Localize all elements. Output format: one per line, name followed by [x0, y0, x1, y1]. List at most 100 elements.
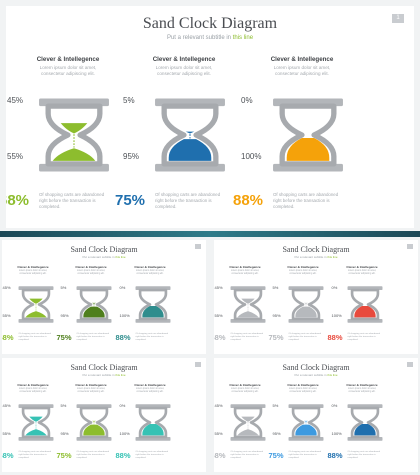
big-percentage: 75% [268, 333, 284, 342]
footnote-text: Of shopping carts are abandoned right be… [288, 451, 321, 460]
top-percentage: 5% [60, 403, 67, 408]
hourglass-icon [18, 404, 54, 441]
column-heading: Clever & Intellegence [346, 383, 378, 387]
column-description: Lorem ipsum dolor sit amet, consectetur … [273, 65, 331, 76]
big-percentage: 68% [2, 333, 14, 342]
column-heading: Clever & Intellegence [17, 265, 49, 269]
hourglass [134, 279, 172, 330]
hourglass [287, 279, 325, 330]
column-heading: Clever & Intellegence [270, 56, 334, 63]
hourglass-top-sand [185, 131, 195, 134]
diagram-column: Clever & Intellegence Lorem ipsum dolor s… [2, 240, 61, 354]
hourglass-bottom-sand [142, 306, 164, 318]
column-heading: Clever & Intellegence [287, 383, 319, 387]
diagram-column: Clever & Intellegence Lorem ipsum dolor s… [116, 358, 178, 472]
column-description: Lorem ipsum dolor sit amet, consectetur … [155, 65, 213, 76]
hourglass [17, 279, 55, 330]
subtitle-text: Put a relevant subtitle in [294, 372, 328, 377]
hourglass [17, 397, 55, 448]
top-percentage: 5% [123, 96, 135, 105]
hourglass-bottom-sand [83, 306, 105, 318]
column-heading: Clever & Intellegence [287, 265, 319, 269]
big-percentage: 88% [115, 333, 131, 342]
hourglass [346, 397, 384, 448]
top-percentage: 45% [214, 285, 223, 290]
column-description: Lorem ipsum dolor sit amet, consectetur … [18, 269, 48, 275]
column-description: Lorem ipsum dolor sit amet, consectetur … [288, 387, 318, 393]
footnote-text: Of shopping carts are abandoned right be… [230, 451, 263, 460]
hourglass-top-sand [91, 420, 97, 422]
slide-title: Sand Clock Diagram [70, 244, 138, 254]
hourglass-bottom-sand [168, 139, 212, 161]
big-percentage: 75% [56, 333, 72, 342]
top-percentage: 45% [214, 403, 223, 408]
bottom-percentage: 100% [119, 313, 130, 318]
diagram-column: Clever & Intellegence Lorem ipsum dolor s… [328, 358, 390, 472]
subtitle-text: Put a relevant subtitle in [166, 35, 233, 41]
slide-subtitle: Put a relevant subtitle in this line [6, 35, 414, 41]
hourglass-bottom-sand [295, 306, 317, 318]
hourglass-icon [230, 286, 266, 323]
hourglass-top-sand [303, 302, 309, 304]
diagram-column: Clever & Intellegence Lorem ipsum dolor s… [2, 358, 61, 472]
big-percentage: 88% [327, 451, 343, 460]
hourglass [134, 397, 172, 448]
hourglass-icon [347, 286, 383, 323]
hourglass-bottom-sand [52, 148, 96, 161]
footnote-text: Of shopping carts are abandoned right be… [135, 451, 168, 460]
column-description: Lorem ipsum dolor sit amet, consectetur … [18, 387, 48, 393]
big-percentage: 75% [56, 451, 72, 460]
column-heading: Clever & Intellegence [75, 265, 107, 269]
bottom-percentage: 55% [7, 152, 24, 161]
top-percentage: 45% [7, 96, 24, 105]
slide-title: Sand Clock Diagram [282, 362, 350, 372]
slide-variant-4: Sand Clock Diagram Put a relevant subtitl… [214, 358, 418, 472]
bottom-percentage: 100% [331, 313, 342, 318]
footnote-text: Of shopping carts are abandoned right be… [18, 451, 51, 460]
column-heading: Clever & Intellegence [75, 383, 107, 387]
big-percentage: 75% [115, 192, 146, 209]
diagram-column: Clever & Intellegence Lorem ipsum dolor s… [57, 358, 119, 472]
big-percentage: 68% [6, 192, 30, 209]
hourglass [229, 279, 267, 330]
bottom-percentage: 55% [2, 431, 11, 436]
bottom-percentage: 55% [2, 313, 11, 318]
bottom-percentage: 95% [272, 431, 281, 436]
footnote-text: Of shopping carts are abandoned right be… [347, 451, 380, 460]
hourglass-bottom-sand [295, 424, 317, 436]
slide-variant-2: Sand Clock Diagram Put a relevant subtitl… [214, 240, 418, 354]
footnote-text: Of shopping carts are abandoned right be… [347, 333, 380, 342]
page-number-badge [407, 244, 413, 249]
column-description: Lorem ipsum dolor sit amet, consectetur … [347, 387, 377, 393]
hourglass-icon [135, 404, 171, 441]
big-percentage: 88% [233, 192, 264, 209]
diagram-column: Clever & Intellegence Lorem ipsum dolor s… [269, 240, 331, 354]
footnote-text: Of shopping carts are abandoned right be… [39, 192, 105, 210]
top-percentage: 0% [331, 285, 338, 290]
big-percentage: 88% [327, 333, 343, 342]
hourglass-bottom-sand [354, 424, 376, 436]
column-description: Lorem ipsum dolor sit amet, consectetur … [76, 387, 106, 393]
diagram-column: Clever & Intellegence Lorem ipsum dolor s… [57, 240, 119, 354]
subtitle-text: Put a relevant subtitle in [82, 372, 116, 377]
column-description: Lorem ipsum dolor sit amet, consectetur … [135, 269, 165, 275]
footnote-text: Of shopping carts are abandoned right be… [18, 333, 51, 342]
bottom-percentage: 100% [119, 431, 130, 436]
subtitle-highlight: this line [232, 35, 254, 41]
subtitle-text: Put a relevant subtitle in [294, 254, 328, 259]
page-number-badge [195, 244, 201, 249]
slide-main: 1 Sand Clock Diagram Put a relevant subtit… [6, 6, 414, 228]
diagram-column: Clever & Intellegence Lorem ipsum dolor s… [214, 358, 273, 472]
column-heading: Clever & Intellegence [152, 56, 216, 63]
hourglass [229, 397, 267, 448]
hourglass [36, 84, 112, 186]
diagram-column: Clever & Intellegence Lorem ipsum dolor s… [214, 240, 273, 354]
hourglass-icon [76, 404, 112, 441]
bottom-percentage: 55% [214, 313, 223, 318]
slide-title: Sand Clock Diagram [70, 362, 138, 372]
hourglass-icon [18, 286, 54, 323]
column-heading: Clever & Intellegence [229, 383, 261, 387]
column-heading: Clever & Intellegence [134, 383, 166, 387]
hourglass [152, 84, 228, 186]
top-percentage: 0% [119, 403, 126, 408]
